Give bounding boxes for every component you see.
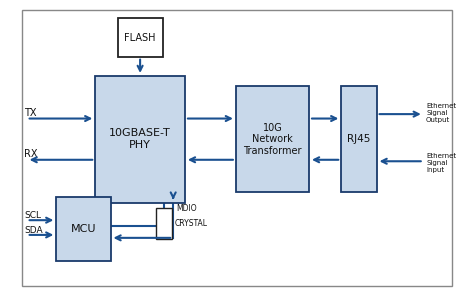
Bar	[56, 197, 110, 261]
Text: SCL: SCL	[24, 211, 41, 220]
Text: CRYSTAL: CRYSTAL	[174, 219, 207, 228]
Text: MDIO: MDIO	[176, 204, 197, 213]
Text: 10G
Network
Transformer: 10G Network Transformer	[243, 123, 301, 156]
Text: Ethernet
Signal
Input: Ethernet Signal Input	[426, 153, 456, 173]
Text: RJ45: RJ45	[347, 134, 371, 144]
Bar	[236, 86, 309, 192]
Text: RX: RX	[24, 149, 38, 160]
Text: MCU: MCU	[71, 224, 96, 234]
Text: Ethernet
Signal
Output: Ethernet Signal Output	[426, 103, 456, 123]
Bar	[95, 76, 185, 202]
Text: FLASH: FLASH	[124, 33, 156, 43]
Bar	[118, 18, 163, 57]
Text: 10GBASE-T
PHY: 10GBASE-T PHY	[109, 128, 171, 150]
Text: TX: TX	[24, 108, 37, 118]
Bar	[156, 208, 172, 239]
Bar	[341, 86, 377, 192]
Text: SDA: SDA	[24, 226, 43, 235]
